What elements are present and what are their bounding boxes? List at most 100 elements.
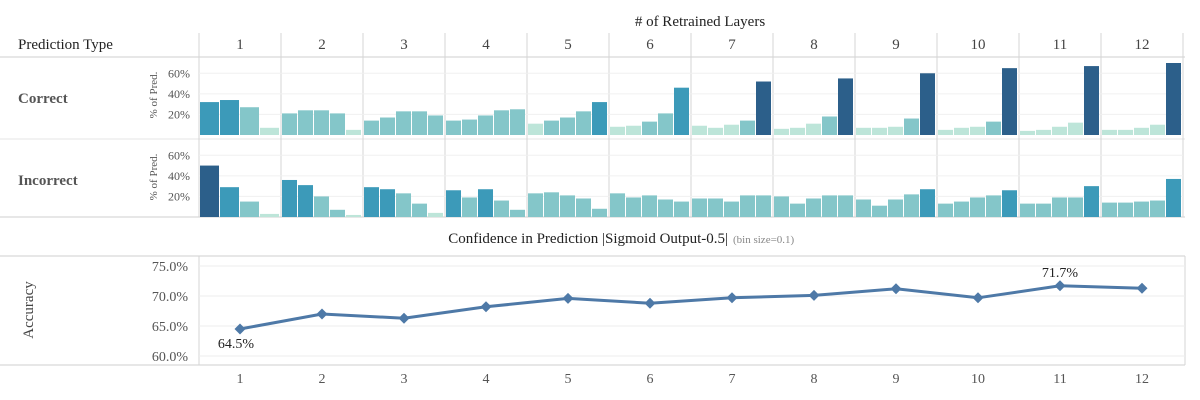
bar-correct-11-1 <box>1020 130 1035 135</box>
bar-incorrect-6-3 <box>642 195 657 217</box>
accuracy-x-tick-label: 8 <box>811 372 818 387</box>
accuracy-point-1 <box>234 323 246 335</box>
accuracy-point-10 <box>972 292 984 304</box>
accuracy-x-tick-label: 5 <box>565 372 572 387</box>
accuracy-y-tick-label: 65.0% <box>152 320 189 335</box>
bar-correct-10-2 <box>954 127 969 135</box>
chart-title: # of Retrained Layers <box>635 14 766 30</box>
bar-correct-4-4 <box>494 110 509 135</box>
bar-correct-5-3 <box>560 117 575 135</box>
bar-incorrect-8-4 <box>822 195 837 217</box>
bar-correct-7-4 <box>740 120 755 135</box>
bar-incorrect-4-5 <box>510 209 525 217</box>
bar-incorrect-2-2 <box>298 185 313 217</box>
bar-correct-12-3 <box>1134 127 1149 135</box>
column-label-6: 6 <box>646 37 654 53</box>
bar-incorrect-5-4 <box>576 198 591 217</box>
column-label-10: 10 <box>971 37 986 53</box>
bar-correct-9-3 <box>888 126 903 135</box>
accuracy-point-6 <box>644 297 656 309</box>
accuracy-x-tick-label: 10 <box>971 372 985 387</box>
bar-incorrect-12-4 <box>1150 200 1165 217</box>
bar-incorrect-3-4 <box>412 203 427 217</box>
accuracy-point-9 <box>890 283 902 295</box>
accuracy-data-label: 64.5% <box>218 337 255 352</box>
bar-incorrect-9-2 <box>872 205 887 217</box>
bar-incorrect-3-2 <box>380 189 395 217</box>
bar-correct-9-1 <box>856 127 871 135</box>
bar-incorrect-2-5 <box>346 214 361 217</box>
bar-incorrect-10-2 <box>954 201 969 217</box>
accuracy-x-tick-label: 7 <box>729 372 736 387</box>
column-label-3: 3 <box>400 37 408 53</box>
bar-correct-3-2 <box>380 117 395 135</box>
bar-correct-6-3 <box>642 121 657 135</box>
bar-incorrect-5-3 <box>560 195 575 217</box>
bar-correct-1-2 <box>220 100 239 135</box>
bar-incorrect-1-3 <box>240 201 259 217</box>
column-label-1: 1 <box>236 37 244 53</box>
row-header: Prediction Type <box>18 37 113 53</box>
bar-incorrect-11-5 <box>1084 186 1099 217</box>
bar-correct-11-2 <box>1036 129 1051 135</box>
bar-incorrect-6-2 <box>626 197 641 217</box>
bar-correct-11-3 <box>1052 126 1067 135</box>
bar-correct-10-4 <box>986 121 1001 135</box>
bar-correct-8-2 <box>790 127 805 135</box>
accuracy-x-tick-label: 2 <box>319 372 326 387</box>
bar-correct-6-4 <box>658 113 673 135</box>
column-label-8: 8 <box>810 37 818 53</box>
bar-correct-6-2 <box>626 125 641 135</box>
bar-incorrect-10-5 <box>1002 190 1017 217</box>
bar-correct-7-1 <box>692 125 707 135</box>
bar-correct-4-3 <box>478 115 493 135</box>
accuracy-x-tick-label: 12 <box>1135 372 1149 387</box>
bar-incorrect-11-1 <box>1020 203 1035 217</box>
accuracy-line <box>239 284 1143 331</box>
y-tick-label: 40% <box>168 169 190 183</box>
column-label-5: 5 <box>564 37 572 53</box>
bar-correct-7-3 <box>724 124 739 135</box>
bar-correct-1-1 <box>200 102 219 135</box>
bar-correct-2-3 <box>314 110 329 135</box>
bar-incorrect-3-3 <box>396 193 411 217</box>
bar-incorrect-7-3 <box>724 201 739 217</box>
bar-correct-3-1 <box>364 120 379 135</box>
accuracy-point-7 <box>726 292 738 304</box>
bar-correct-2-1 <box>282 113 297 135</box>
column-label-9: 9 <box>892 37 900 53</box>
bar-correct-5-2 <box>544 120 559 135</box>
bar-correct-6-1 <box>610 126 625 135</box>
bar-incorrect-2-1 <box>282 179 297 217</box>
accuracy-point-8 <box>808 289 820 301</box>
bar-incorrect-9-1 <box>856 199 871 217</box>
bar-correct-6-5 <box>674 87 689 135</box>
bar-correct-8-3 <box>806 123 821 135</box>
bar-correct-10-3 <box>970 126 985 135</box>
bar-correct-1-3 <box>240 107 259 135</box>
bar-incorrect-6-4 <box>658 199 673 217</box>
bar-correct-3-4 <box>412 111 427 135</box>
y-axis-label: % of Pred. <box>148 153 160 200</box>
bin-size-note: (bin size=0.1) <box>733 234 795 246</box>
bar-incorrect-7-4 <box>740 195 755 217</box>
bar-incorrect-8-5 <box>838 195 853 217</box>
bar-incorrect-8-3 <box>806 198 821 217</box>
bar-incorrect-4-1 <box>446 190 461 217</box>
accuracy-x-tick-label: 9 <box>893 372 900 387</box>
bar-correct-9-2 <box>872 127 887 135</box>
accuracy-x-tick-label: 11 <box>1053 372 1066 387</box>
bar-correct-5-4 <box>576 111 591 135</box>
bar-correct-11-4 <box>1068 122 1083 135</box>
bar-incorrect-5-1 <box>528 193 543 217</box>
column-label-7: 7 <box>728 37 736 53</box>
bar-incorrect-1-4 <box>260 213 279 217</box>
bar-incorrect-1-2 <box>220 187 239 217</box>
bar-incorrect-8-2 <box>790 203 805 217</box>
accuracy-point-12 <box>1136 282 1148 294</box>
accuracy-x-tick-label: 3 <box>401 372 408 387</box>
bar-incorrect-2-3 <box>314 196 329 217</box>
bar-correct-4-5 <box>510 109 525 135</box>
bar-incorrect-12-2 <box>1118 202 1133 217</box>
